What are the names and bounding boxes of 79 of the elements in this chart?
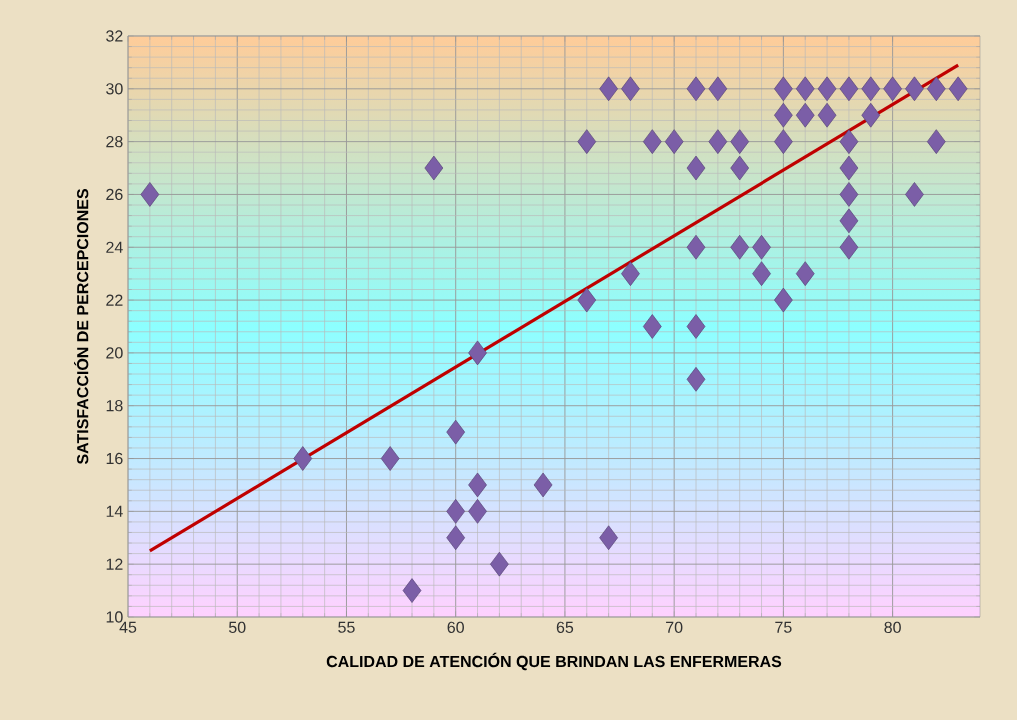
point <box>795 102 815 128</box>
y-tick-label: 32 <box>106 30 123 42</box>
point <box>708 129 728 154</box>
x-axis-title: CALIDAD DE ATENCIÓN QUE BRINDAN LAS ENFERMERAS <box>326 652 782 671</box>
x-tick-label: 65 <box>556 621 574 634</box>
point <box>839 208 859 234</box>
point <box>774 287 793 313</box>
point <box>839 76 859 102</box>
point <box>642 129 662 154</box>
point <box>468 499 487 524</box>
y-tick-label: 20 <box>106 347 123 359</box>
x-tick-label: 50 <box>228 621 246 634</box>
y-tick-label: 26 <box>106 188 123 201</box>
point <box>839 155 859 181</box>
x-tick-label: 75 <box>775 621 792 633</box>
y-tick-label: 24 <box>106 241 123 253</box>
point <box>446 525 466 551</box>
point <box>839 182 859 207</box>
point <box>926 76 946 102</box>
y-tick-label: 22 <box>106 294 123 306</box>
y-tick-label: 28 <box>106 135 123 148</box>
point <box>686 155 706 181</box>
point <box>752 261 771 287</box>
y-tick-label: 10 <box>106 611 123 623</box>
point <box>446 419 466 445</box>
point <box>905 182 924 207</box>
point <box>686 234 706 260</box>
point <box>490 551 509 577</box>
point <box>774 102 793 128</box>
y-tick-label: 12 <box>106 558 123 570</box>
point <box>686 76 706 102</box>
point <box>774 129 793 154</box>
point <box>402 578 422 603</box>
point <box>533 472 553 498</box>
x-tick-label: 45 <box>119 621 137 633</box>
point <box>686 366 706 392</box>
point <box>817 102 837 128</box>
point <box>468 340 487 366</box>
point <box>795 261 815 287</box>
point <box>883 76 902 102</box>
point <box>642 314 662 339</box>
point <box>926 129 946 154</box>
point <box>599 76 618 102</box>
point <box>839 234 859 260</box>
point <box>621 76 640 102</box>
point <box>730 234 750 260</box>
point <box>948 76 968 102</box>
point <box>599 525 618 551</box>
point <box>752 234 771 260</box>
point <box>446 499 466 524</box>
point <box>861 102 881 128</box>
point <box>861 76 881 102</box>
point <box>730 129 750 154</box>
point <box>905 76 924 102</box>
point <box>664 129 684 154</box>
x-tick-label: 80 <box>884 621 901 634</box>
point <box>577 287 597 313</box>
point <box>730 155 750 181</box>
point <box>621 261 640 287</box>
x-tick-label: 55 <box>338 621 355 633</box>
y-tick-label: 30 <box>106 83 123 95</box>
point <box>577 129 597 154</box>
point <box>686 314 706 339</box>
point <box>468 472 487 498</box>
point <box>293 446 313 471</box>
point <box>424 155 444 181</box>
x-tick-label: 60 <box>447 621 464 634</box>
point <box>708 76 728 102</box>
point <box>795 76 815 102</box>
y-tick-label: 18 <box>106 400 123 412</box>
y-tick-label: 14 <box>106 505 123 517</box>
point <box>380 446 400 471</box>
point <box>817 76 837 102</box>
x-tick-label: 70 <box>666 621 683 634</box>
y-axis-title: SATISFACCIÓN DE PERCEPCIONES <box>74 189 89 465</box>
y-tick-label: 16 <box>106 452 123 465</box>
point <box>774 76 793 102</box>
point <box>839 129 859 154</box>
point <box>140 182 160 207</box>
